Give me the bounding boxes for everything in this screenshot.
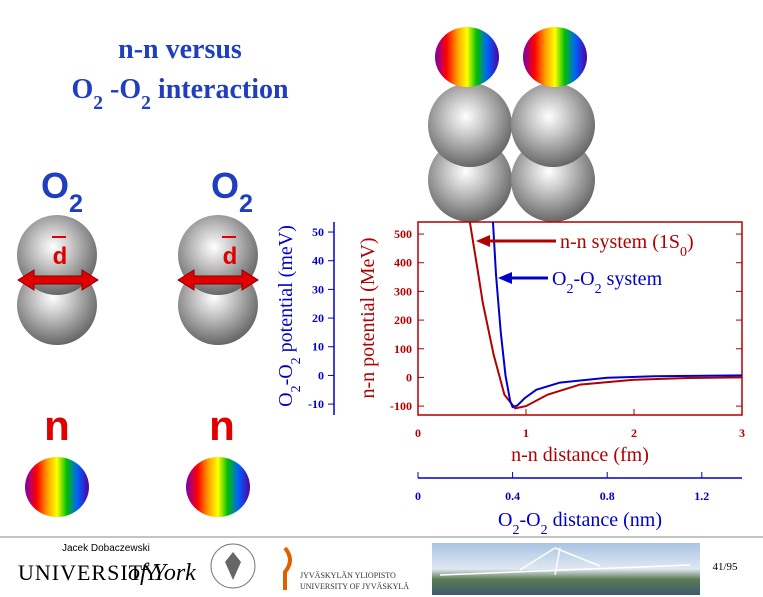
neutron-label: n [209, 402, 235, 449]
vector-label: d [223, 243, 238, 270]
footer: Jacek Dobaczewski UNIVERSITY of York JYV… [18, 543, 738, 595]
x2-tick-label: 0.8 [600, 489, 615, 503]
x2-axis-title: O2-O2 distance (nm) [498, 509, 662, 538]
title: n-n versus O2 -O2 interaction [71, 34, 289, 114]
y2-tick-label: -10 [308, 397, 324, 411]
jyu-name: UNIVERSITY OF JYVÄSKYLÄ [300, 582, 409, 591]
series-line [491, 222, 742, 409]
x2-tick-label: 0.4 [505, 489, 520, 503]
y2-tick-label: 10 [312, 340, 324, 354]
x2-tick-label: 1.2 [694, 489, 709, 503]
x2-tick-label: 0 [415, 489, 421, 503]
x-tick-label: 2 [631, 426, 637, 440]
y-tick-label: 400 [394, 256, 412, 270]
x-tick-label: 1 [523, 426, 529, 440]
y2-tick-label: 20 [312, 311, 324, 325]
y-tick-label: -100 [390, 399, 412, 413]
photo [439, 547, 691, 576]
legend-label: n-n system (1S0) [560, 231, 694, 260]
x-axis-title: n-n distance (fm) [511, 444, 649, 466]
jyu-logo [283, 546, 292, 590]
molecules [17, 27, 595, 517]
legend-arrow [498, 272, 512, 284]
y2-tick-label: 0 [318, 368, 324, 382]
y-tick-label: 0 [406, 370, 412, 384]
y-tick-label: 500 [394, 227, 412, 241]
vector-label: d [53, 243, 68, 270]
y-tick-label: 100 [394, 342, 412, 356]
photo [432, 543, 700, 595]
warsaw-logo [210, 543, 256, 589]
legend-label: O2-O2 system [552, 268, 663, 297]
author: Jacek Dobaczewski [62, 543, 150, 554]
york-logo: of York [128, 560, 196, 586]
y2-tick-label: 50 [312, 225, 324, 239]
legend-arrow [476, 235, 490, 247]
title-line: O2 -O2 interaction [71, 74, 289, 114]
x-tick-label: 0 [415, 426, 421, 440]
page-number: 41/95 [712, 561, 738, 573]
neutron-label: n [44, 402, 70, 449]
series-line [468, 222, 742, 410]
y2-tick-label: 30 [312, 282, 324, 296]
title-line: n-n versus [118, 34, 242, 65]
y2-tick-label: 40 [312, 254, 324, 268]
y2-axis-title: O2-O2 potential (meV) [275, 225, 304, 407]
molecule-label: O2 [211, 165, 253, 218]
jyu-name: JYVÄSKYLÄN YLIOPISTO [300, 571, 396, 580]
warsaw-logo [225, 552, 241, 580]
york-logo: UNIVERSITY [18, 560, 160, 585]
labels: O2 O2 d d n n [41, 165, 253, 449]
y-axis-title: n-n potential (MeV) [357, 237, 379, 398]
molecule-label: O2 [41, 165, 83, 218]
plot-frame [417, 221, 743, 416]
y-tick-label: 300 [394, 284, 412, 298]
y-tick-label: 200 [394, 313, 412, 327]
x-tick-label: 3 [739, 426, 745, 440]
